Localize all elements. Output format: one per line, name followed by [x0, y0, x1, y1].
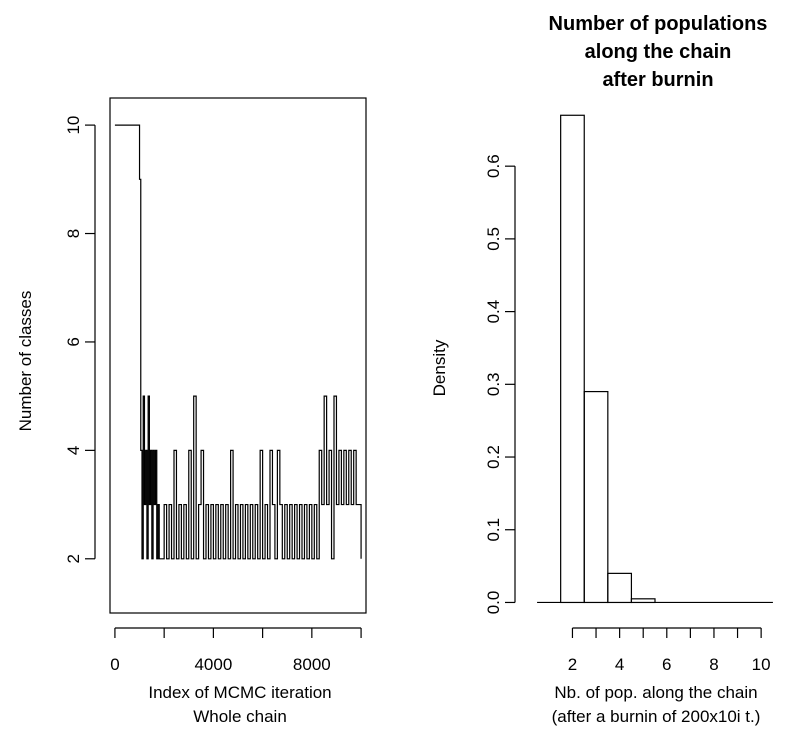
histogram-x-tick-label: 2 — [568, 655, 577, 674]
histogram-bars — [560, 114, 656, 604]
histogram-y-tick-label: 0.0 — [484, 591, 503, 615]
trace-plot-frame — [109, 97, 367, 614]
histogram-y-tick-label: 0.1 — [484, 518, 503, 542]
trace-y-tick-label: 8 — [64, 229, 83, 238]
histogram-x-tick-label: 10 — [752, 655, 771, 674]
histogram-y-tick-label: 0.6 — [484, 154, 503, 178]
histogram-x-tick-label: 8 — [709, 655, 718, 674]
trace-y-axis-label: Number of classes — [16, 291, 35, 432]
trace-series-line — [114, 124, 362, 560]
histogram-bar — [583, 390, 609, 604]
histogram-title-line-3: after burnin — [602, 69, 713, 91]
histogram-bar — [607, 572, 633, 604]
histogram-x-axis-label: Nb. of pop. along the chain — [554, 683, 757, 702]
histogram-y-axis: 0.0 0.1 0.2 0.3 0.4 0.5 0.6 — [484, 154, 516, 615]
histogram-x-axis: 2 4 6 8 10 — [568, 627, 771, 674]
histogram-y-tick-label: 0.4 — [484, 300, 503, 324]
trace-y-axis: 2 4 6 8 10 — [64, 116, 96, 564]
trace-y-tick-label: 10 — [64, 116, 83, 135]
histogram-y-tick-label: 0.3 — [484, 372, 503, 396]
histogram-title-line-1: Number of populations — [549, 13, 768, 35]
histogram-x-tick-label: 6 — [662, 655, 671, 674]
histogram-bar — [630, 598, 656, 604]
histogram-y-tick-label: 0.2 — [484, 445, 503, 469]
histogram-bar — [560, 114, 585, 604]
histogram-y-axis-label: Density — [430, 339, 449, 396]
trace-x-axis-label: Index of MCMC iteration — [148, 683, 331, 702]
histogram-x-tick-label: 4 — [615, 655, 624, 674]
trace-y-tick-label: 4 — [64, 446, 83, 455]
trace-x-tick-label: 0 — [110, 655, 119, 674]
trace-x-axis: 0 4000 8000 — [110, 627, 362, 674]
trace-y-tick-label: 2 — [64, 554, 83, 563]
histogram-title-line-2: along the chain — [585, 41, 732, 63]
histogram-x-axis-sublabel: (after a burnin of 200x10i t.) — [552, 707, 761, 726]
trace-x-axis-sublabel: Whole chain — [193, 707, 287, 726]
trace-plot-panel: 0 4000 8000 2 4 6 8 10 Index of MCMC iteration… — [16, 97, 367, 726]
trace-y-tick-label: 6 — [64, 337, 83, 346]
trace-x-tick-label: 8000 — [293, 655, 331, 674]
histogram-panel: Number of populations along the chain af… — [430, 13, 773, 726]
trace-x-tick-label: 4000 — [194, 655, 232, 674]
histogram-y-tick-label: 0.5 — [484, 227, 503, 251]
